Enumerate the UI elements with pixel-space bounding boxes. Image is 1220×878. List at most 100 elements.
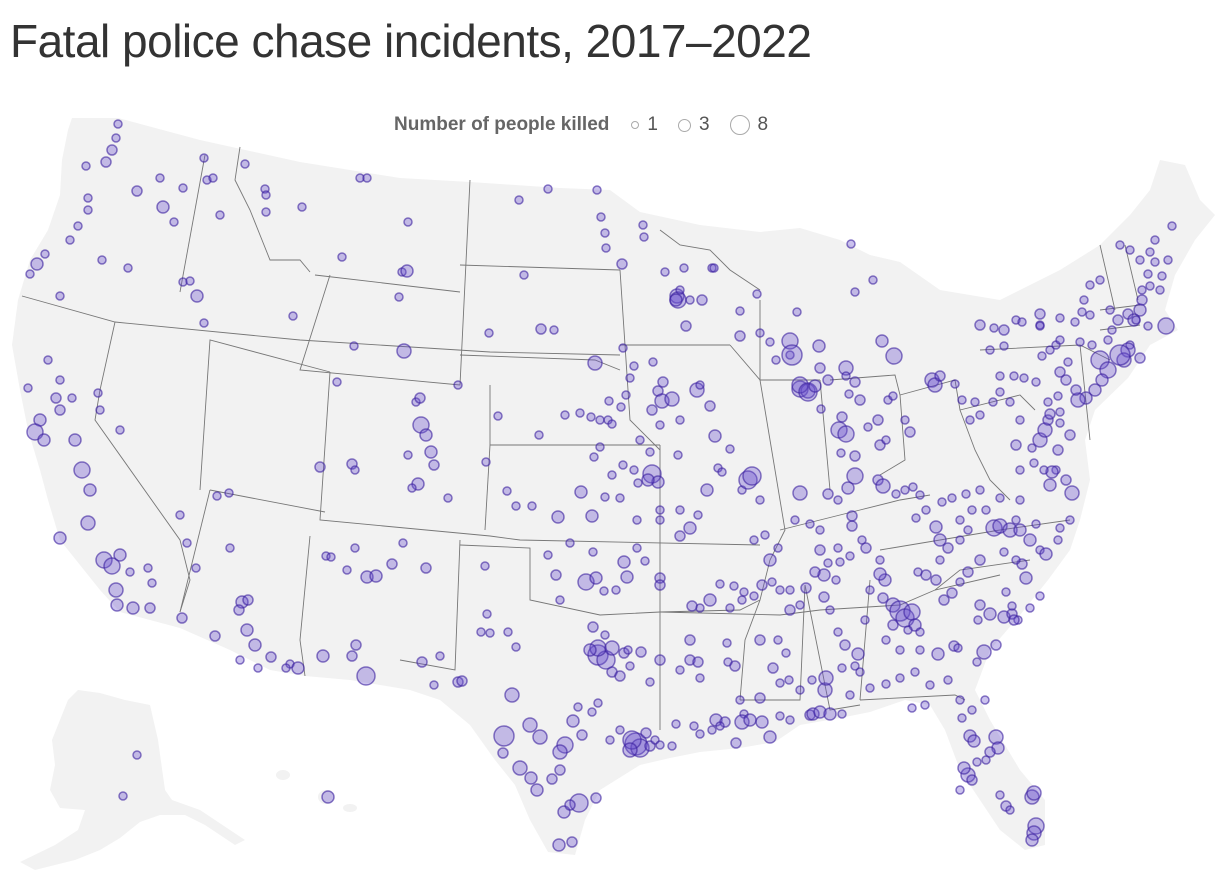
- incident-point: [123, 263, 133, 273]
- incident-point: [493, 725, 515, 747]
- incident-point: [593, 698, 603, 708]
- incident-point: [1125, 245, 1135, 255]
- incident-point: [972, 757, 982, 767]
- incident-point: [573, 702, 583, 712]
- incident-point: [900, 415, 910, 425]
- incident-point: [1010, 439, 1022, 451]
- incident-point: [807, 675, 817, 685]
- incident-point: [863, 422, 873, 432]
- incident-point: [955, 577, 965, 587]
- incident-point: [126, 601, 140, 615]
- incident-point: [1013, 523, 1027, 537]
- incident-point: [40, 249, 50, 259]
- incident-point: [929, 520, 943, 534]
- incident-point: [965, 415, 975, 425]
- incident-point: [514, 195, 524, 205]
- incident-point: [1163, 255, 1173, 265]
- incident-point: [937, 497, 947, 507]
- incident-point: [589, 639, 607, 657]
- incident-point: [1034, 308, 1046, 320]
- incident-point: [81, 161, 91, 171]
- incident-point: [519, 270, 529, 280]
- incident-point: [725, 603, 735, 613]
- incident-point: [1157, 317, 1175, 335]
- incident-point: [67, 393, 77, 403]
- incident-point: [1045, 465, 1059, 479]
- incident-point: [675, 505, 685, 515]
- incident-point: [83, 483, 97, 497]
- incident-point: [622, 730, 642, 750]
- incident-point: [349, 341, 359, 351]
- incident-point: [654, 579, 666, 591]
- incident-point: [791, 376, 809, 394]
- incident-point: [1008, 614, 1020, 626]
- incident-point: [601, 243, 611, 253]
- incident-point: [846, 239, 856, 249]
- incident-point: [645, 677, 655, 687]
- incident-point: [975, 410, 985, 420]
- incident-point: [925, 680, 935, 690]
- incident-point: [812, 339, 826, 353]
- incident-point: [800, 582, 812, 594]
- incident-point: [976, 644, 992, 660]
- incident-point: [1005, 805, 1015, 815]
- incident-point: [767, 577, 777, 587]
- incident-point: [795, 600, 805, 610]
- incident-point: [554, 764, 566, 776]
- incident-point: [675, 415, 685, 425]
- incident-point: [881, 679, 891, 689]
- incident-point: [989, 323, 999, 333]
- incident-point: [543, 550, 553, 560]
- incident-point: [872, 414, 884, 426]
- incident-point: [763, 730, 777, 744]
- incident-point: [957, 761, 971, 775]
- incident-point: [143, 563, 153, 573]
- incident-point: [675, 665, 685, 675]
- incident-point: [1085, 280, 1095, 290]
- incident-point: [419, 428, 433, 442]
- incident-point: [1145, 281, 1155, 291]
- incident-point: [846, 510, 858, 522]
- incident-point: [900, 485, 910, 495]
- incident-point: [743, 713, 757, 727]
- incident-point: [946, 587, 958, 599]
- incident-point: [695, 729, 705, 739]
- incident-point: [943, 675, 953, 685]
- incident-point: [814, 362, 826, 374]
- incident-point: [552, 744, 568, 760]
- incident-point: [755, 328, 765, 338]
- incident-point: [729, 660, 741, 672]
- incident-point: [621, 390, 631, 400]
- incident-point: [771, 355, 781, 365]
- incident-point: [1070, 317, 1080, 327]
- incident-point: [911, 513, 921, 523]
- incident-point: [600, 492, 610, 502]
- incident-point: [868, 275, 878, 285]
- incident-point: [875, 334, 889, 348]
- legend-item-1: 1: [631, 114, 658, 136]
- alaska-land: [20, 690, 245, 870]
- incident-point: [565, 538, 575, 548]
- incident-point: [722, 638, 732, 648]
- incident-point: [199, 318, 209, 328]
- incident-point: [534, 430, 544, 440]
- incident-point: [600, 630, 610, 640]
- incident-point: [845, 690, 855, 700]
- incident-point: [725, 444, 735, 454]
- incident-point: [443, 493, 453, 503]
- incident-point: [845, 551, 855, 561]
- incident-point: [600, 228, 610, 238]
- incident-point: [907, 703, 917, 713]
- incident-point: [1005, 397, 1015, 407]
- incident-point: [822, 374, 834, 386]
- incident-point: [68, 433, 82, 447]
- incident-point: [849, 376, 861, 388]
- incident-point: [398, 538, 408, 548]
- incident-point: [1035, 591, 1045, 601]
- incident-point: [261, 190, 271, 200]
- incident-point: [955, 785, 965, 795]
- incident-point: [497, 747, 509, 759]
- incident-point: [1055, 418, 1065, 428]
- incident-point: [737, 595, 747, 605]
- incident-point: [674, 530, 686, 542]
